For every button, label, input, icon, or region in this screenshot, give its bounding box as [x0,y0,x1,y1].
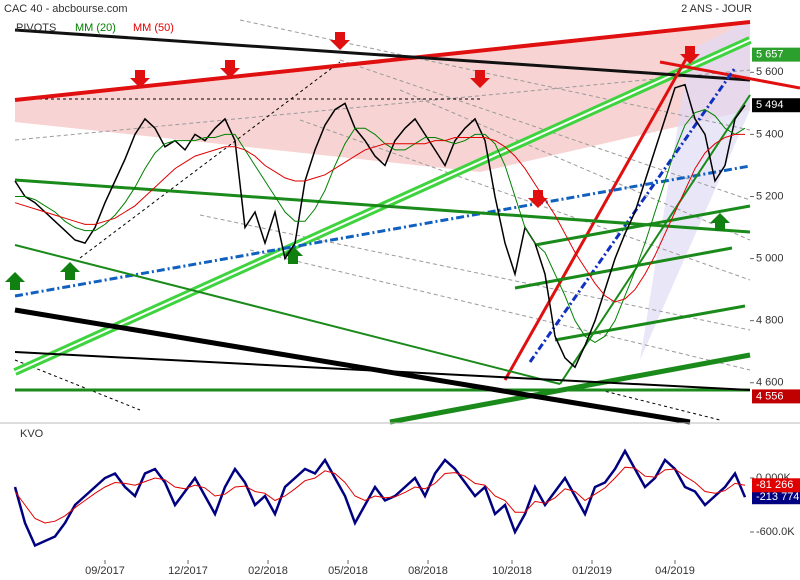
series-line [15,109,746,343]
level-box [752,389,800,404]
series-line [14,133,745,303]
x-tick-label: 08/2018 [408,565,448,577]
trend-lines [13,19,800,425]
chart-title: CAC 40 - abcbourse.com [4,3,128,15]
legend-item: PIVOTS [16,22,56,34]
y-tick-label: 5 000 [756,252,784,264]
x-tick-label: 10/2018 [492,565,532,577]
value-label-box [752,478,800,493]
value-label: 5 494 [756,99,784,111]
x-tick-label: 12/2017 [168,565,208,577]
value-label-box [752,490,800,505]
y-tick-label: 4 600 [756,377,784,389]
y-tick-label: 5 400 [756,128,784,140]
series-line [13,448,747,548]
level-box [752,47,800,62]
level-label: 4 556 [756,390,784,402]
level-label: 5 657 [756,49,784,61]
y-tick-label: 5 200 [756,190,784,202]
value-label: -213 774 [756,491,799,503]
y-tick-label: 4 800 [756,315,784,327]
x-tick-label: 09/2017 [85,565,125,577]
channel-zone [640,20,750,360]
x-tick-label: 05/2018 [328,565,368,577]
value-label: -81 266 [756,479,793,491]
y-tick-label: 5 600 [756,66,784,78]
x-tick-label: 04/2019 [655,565,695,577]
resistance-zone [15,24,750,172]
series-line [14,466,746,524]
series-line [14,83,746,369]
x-tick-label: 01/2019 [572,565,612,577]
value-label-box [752,98,800,113]
period-label: 2 ANS - JOUR [681,3,752,15]
legend-item: MM (50) [133,22,174,34]
x-tick-label: 02/2018 [248,565,288,577]
legend-item: MM (20) [75,22,116,34]
y-tick-label: -600.0K [756,526,795,538]
panel-title: KVO [20,428,44,440]
